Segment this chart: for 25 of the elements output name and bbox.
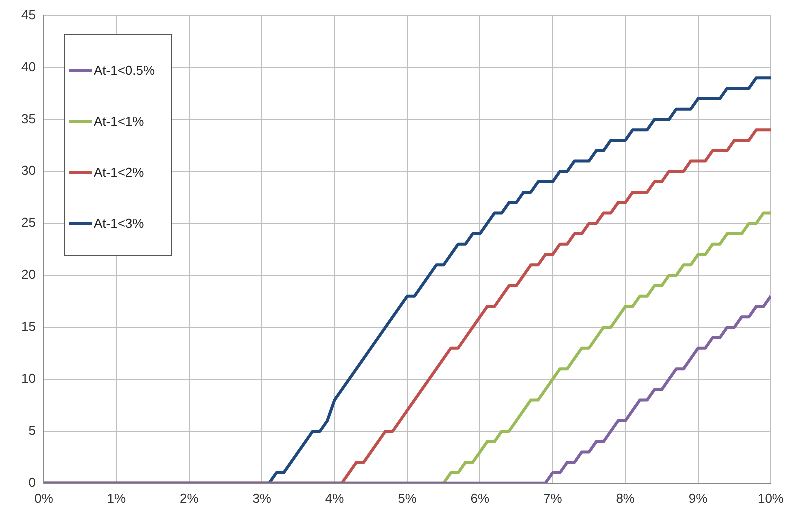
x-tick-label: 5% <box>398 490 418 506</box>
x-tick-label: 3% <box>252 490 272 506</box>
y-tick-label: 35 <box>22 111 36 126</box>
x-tick-label: 7% <box>543 490 563 506</box>
y-tick-label: 30 <box>22 163 36 178</box>
legend-label: At-1<3% <box>94 216 144 231</box>
y-tick-label: 5 <box>28 423 36 438</box>
y-tick-label: 15 <box>22 319 36 334</box>
x-tick-label: 2% <box>180 490 200 506</box>
x-tick-label: 6% <box>470 490 490 506</box>
x-tick-label: 1% <box>107 490 127 506</box>
y-tick-label: 20 <box>22 267 36 282</box>
x-tick-label: 0% <box>34 490 54 506</box>
y-tick-label: 40 <box>22 59 36 74</box>
x-tick-label: 4% <box>325 490 345 506</box>
y-tick-label: 10 <box>22 371 36 386</box>
x-tick-label: 9% <box>688 490 708 506</box>
x-tick-label: 8% <box>616 490 636 506</box>
y-tick-label: 45 <box>22 7 36 22</box>
y-tick-label: 0 <box>28 474 36 490</box>
x-tick-label: 10% <box>758 490 784 506</box>
legend-label: At-1<1% <box>94 114 144 129</box>
legend-label: At-1<0.5% <box>94 63 156 78</box>
y-tick-label: 25 <box>22 215 36 230</box>
legend-label: At-1<2% <box>94 165 144 180</box>
